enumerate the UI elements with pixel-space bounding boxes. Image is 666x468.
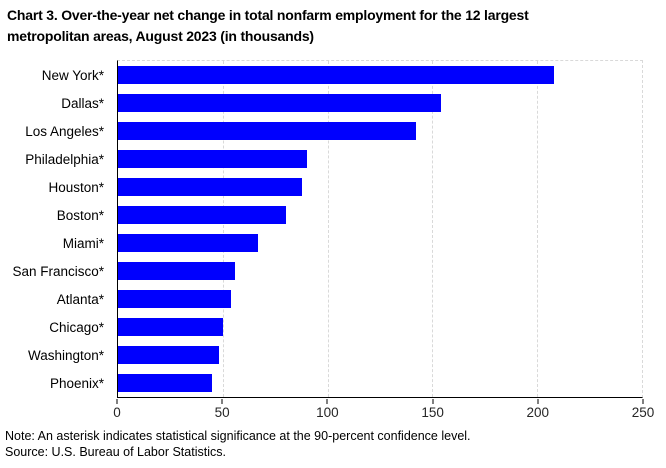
gridline bbox=[537, 61, 539, 397]
gridline bbox=[327, 61, 329, 397]
chart-title-line2: metropolitan areas, August 2023 (in thou… bbox=[7, 28, 314, 44]
gridline bbox=[222, 61, 224, 397]
category-label: Washington* bbox=[27, 347, 104, 363]
category-label: Dallas* bbox=[61, 95, 104, 111]
bar bbox=[118, 122, 416, 140]
x-tick-label: 150 bbox=[421, 405, 444, 420]
x-axis: 0 50 100 150 200 250 bbox=[113, 398, 654, 420]
chart-row: Chicago* bbox=[49, 313, 642, 341]
chart-row: Los Angeles* bbox=[25, 117, 642, 145]
category-label: San Francisco* bbox=[12, 263, 104, 279]
bar bbox=[118, 206, 286, 224]
x-tick-label: 250 bbox=[631, 405, 655, 420]
bar bbox=[118, 346, 219, 364]
plot-area: New York* Dallas* Los Angeles* Philadelphia… bbox=[12, 60, 643, 398]
category-label: Chicago* bbox=[49, 319, 104, 335]
x-tick-label: 0 bbox=[113, 405, 121, 420]
category-label: New York* bbox=[41, 67, 104, 83]
bar-rows: New York* Dallas* Los Angeles* Philadelphia… bbox=[12, 61, 642, 397]
chart-row: Houston* bbox=[48, 173, 642, 201]
gridline bbox=[432, 61, 434, 397]
chart-row: Dallas* bbox=[61, 89, 642, 117]
category-label: Philadelphia* bbox=[25, 151, 104, 167]
bar bbox=[118, 290, 232, 308]
category-label: Phoenix* bbox=[49, 375, 104, 391]
chart-row: Washington* bbox=[28, 341, 642, 369]
x-tick-mark bbox=[326, 399, 328, 404]
x-tick-mark bbox=[432, 399, 434, 404]
x-tick-mark bbox=[537, 399, 539, 404]
chart-row: Philadelphia* bbox=[25, 145, 642, 173]
x-tick-label: 50 bbox=[214, 405, 230, 420]
chart-row: Boston* bbox=[57, 201, 642, 229]
grid-layer bbox=[118, 61, 642, 397]
chart-row: Miami* bbox=[63, 229, 642, 257]
footnotes: Note: An asterisk indicates statistical … bbox=[5, 428, 471, 460]
chart-row: Phoenix* bbox=[50, 369, 642, 397]
bar bbox=[118, 262, 236, 280]
chart-row: New York* bbox=[42, 61, 642, 89]
bar bbox=[118, 234, 259, 252]
category-label: Atlanta* bbox=[56, 291, 104, 307]
category-label: Miami* bbox=[62, 235, 104, 251]
chart-row: Atlanta* bbox=[57, 285, 642, 313]
chart-title: Chart 3. Over-the-year net change in tot… bbox=[7, 5, 607, 47]
note-text: Note: An asterisk indicates statistical … bbox=[5, 429, 471, 443]
category-label: Boston* bbox=[56, 207, 104, 223]
x-tick-mark bbox=[221, 399, 223, 404]
x-tick-mark bbox=[642, 399, 644, 404]
chart-row: San Francisco* bbox=[12, 257, 642, 285]
category-label: Los Angeles* bbox=[25, 123, 104, 139]
source-text: Source: U.S. Bureau of Labor Statistics. bbox=[5, 445, 226, 459]
x-tick-label: 200 bbox=[526, 405, 550, 420]
bar bbox=[118, 150, 307, 168]
bar bbox=[118, 94, 441, 112]
bar bbox=[118, 374, 213, 392]
x-tick-mark bbox=[116, 399, 118, 404]
bar bbox=[118, 66, 554, 84]
bar bbox=[118, 178, 303, 196]
x-tick-label: 100 bbox=[316, 405, 339, 420]
chart-title-line1: Chart 3. Over-the-year net change in tot… bbox=[7, 7, 529, 23]
bar bbox=[118, 318, 223, 336]
category-label: Houston* bbox=[48, 179, 104, 195]
